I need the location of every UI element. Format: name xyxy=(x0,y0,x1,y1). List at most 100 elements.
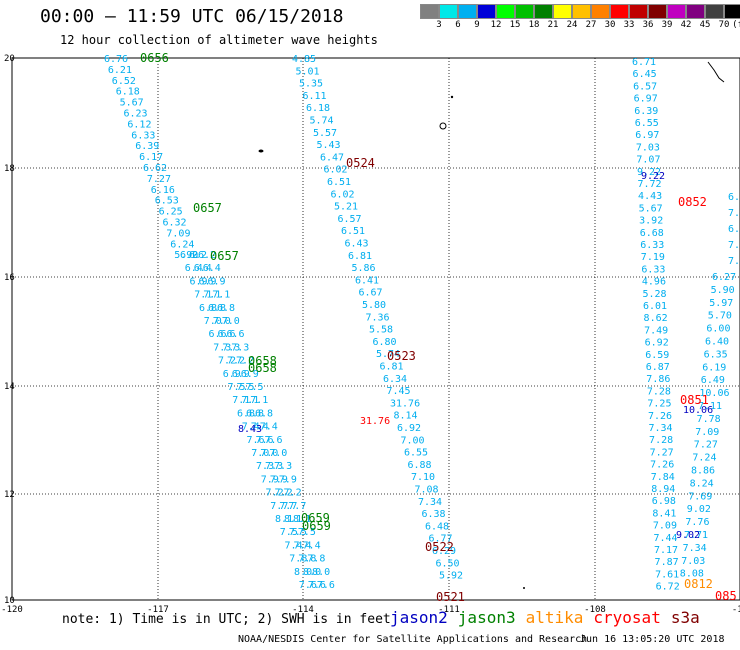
wave-height-value: 7.3 xyxy=(213,342,231,353)
wave-height-value: 7.34 xyxy=(418,497,442,508)
wave-height-value: 6.8 xyxy=(208,303,226,314)
wave-height-value: 7.5 xyxy=(298,527,316,538)
color-swatch xyxy=(629,4,648,19)
wave-height-value: 6.76 xyxy=(104,54,128,65)
wave-height-value: 3.92 xyxy=(639,216,663,227)
wave-height-value: 6.8 xyxy=(255,408,273,419)
color-swatch xyxy=(572,4,591,19)
wave-height-value: 6.9 xyxy=(208,276,226,287)
page-subtitle: 12 hour collection of altimeter wave hei… xyxy=(60,33,378,47)
color-scale-label: 9 xyxy=(474,20,480,30)
island-marker xyxy=(439,122,447,130)
wave-height-value: 7.34 xyxy=(649,423,673,434)
wave-height-value-edge: 7.1 xyxy=(728,256,740,267)
wave-height-value-edge: 6. xyxy=(728,192,740,203)
wave-height-value: 6.8 xyxy=(237,408,255,419)
pass-time-label: 0659 xyxy=(302,519,331,533)
wave-height-value: 7.5 xyxy=(280,527,298,538)
color-scale-label: 45 xyxy=(699,20,711,30)
wave-height-value: 7.2 xyxy=(275,488,293,499)
wave-height-value-edge: 7. xyxy=(728,208,740,219)
wave-height-passes: 6.766.216.526.185.676.236.126.336.396.17… xyxy=(104,54,740,593)
wave-height-value: 6.6 xyxy=(218,329,236,340)
wave-height-value: 5.58 xyxy=(369,325,393,336)
lon-tick-label: -10 xyxy=(732,605,740,615)
wave-height-value: 8.41 xyxy=(652,508,676,519)
wave-height-value: 7.34 xyxy=(683,543,707,554)
wave-height-value: 6.98 xyxy=(652,496,676,507)
lon-tick-label: -114 xyxy=(292,605,314,615)
wave-height-value: 5.74 xyxy=(310,116,334,127)
axis-tick-labels: -120 -117 -114 -111 -108 -10 20 18 16 14 12 10 xyxy=(1,54,740,615)
wave-height-value: 7.1 xyxy=(241,395,259,406)
pass-time-label: 0812 xyxy=(684,577,713,591)
wave-height-value: 8.1 xyxy=(275,514,293,525)
generation-timestamp: Jun 16 13:05:20 UTC 2018 xyxy=(580,634,725,645)
wave-height-value: 6.11 xyxy=(303,91,327,102)
wave-height-value: 5.57 xyxy=(313,128,337,139)
wave-height-value: 7.4 xyxy=(303,540,321,551)
color-scale-label: (ft) xyxy=(732,20,740,30)
wave-height-value: 7.27 xyxy=(650,447,674,458)
wave-height-value: 7.6 xyxy=(308,580,326,591)
wave-height-value: 5.74 xyxy=(376,349,400,360)
map-frame xyxy=(11,57,740,601)
wave-height-value: 6.43 xyxy=(345,239,369,250)
wave-height-value: 6.34 xyxy=(383,374,407,385)
satellite-legend: jason2 jason3 altika cryosat s3a xyxy=(390,608,710,627)
wave-height-value: 6.77 xyxy=(429,534,453,545)
wave-height-value: 4.43 xyxy=(638,191,662,202)
color-swatch xyxy=(439,4,458,19)
wave-height-value: 5.43 xyxy=(317,140,341,151)
wave-height-value: 7.8 xyxy=(289,554,307,565)
wave-height-value: 7.8 xyxy=(307,554,325,565)
wave-height-value: 7.11 xyxy=(698,401,722,412)
wave-height-value: 6.57 xyxy=(338,214,362,225)
wave-height-value: 7.5 xyxy=(228,382,246,393)
wave-height-value: 7.24 xyxy=(692,453,716,464)
island-marker xyxy=(450,95,454,99)
color-scale-label: 39 xyxy=(661,20,673,30)
wave-height-value: 7.0 xyxy=(269,448,287,459)
page-title: 00:00 — 11:59 UTC 06/15/2018 xyxy=(40,6,344,27)
wave-height-value: 6.8 xyxy=(199,303,217,314)
wave-height-value: 6.52 xyxy=(112,76,136,87)
wave-height-value: 7.08 xyxy=(415,485,439,496)
wave-height-value: 7.6 xyxy=(317,580,335,591)
wave-height-value: 6.02 xyxy=(331,189,355,200)
wave-height-value: 7.9 xyxy=(279,474,297,485)
wave-height-value: 6.51 xyxy=(327,177,351,188)
legend-jason2: jason2 xyxy=(390,608,448,627)
wave-height-value: 6.00 xyxy=(706,324,730,335)
wave-height-value: 7.3 xyxy=(231,342,249,353)
wave-height-value: 7.07 xyxy=(636,155,660,166)
color-scale-label: 3 xyxy=(436,20,442,30)
wave-height-value: 7.1 xyxy=(212,290,230,301)
legend-jason3: jason3 xyxy=(457,608,516,627)
wave-height-value: 7.03 xyxy=(681,556,705,567)
color-swatch xyxy=(610,4,629,19)
lat-tick-label: 16 xyxy=(4,273,15,283)
wave-height-value: 7.25 xyxy=(647,399,671,410)
wave-height-value: 5.35 xyxy=(299,79,323,90)
wave-height-value: 6.35 xyxy=(704,349,728,360)
wave-height-value: 8.62 xyxy=(644,313,668,324)
wave-height-value: 6.33 xyxy=(641,264,665,275)
wave-height-value: 7.28 xyxy=(647,386,671,397)
wave-height-value: 7.71 xyxy=(684,530,708,541)
wave-height-value: 6.67 xyxy=(359,288,383,299)
pass-time-label: 0851 xyxy=(680,393,709,407)
color-swatch xyxy=(686,4,705,19)
highlight-value: 31.76 xyxy=(360,416,390,427)
wave-height-value: 6.27 xyxy=(712,272,736,283)
wave-height-value: 6.02 xyxy=(324,165,348,176)
wave-height-value: 7.2 xyxy=(284,488,302,499)
pass-time-label: 0523 xyxy=(387,349,416,363)
wave-height-value: 6.71 xyxy=(632,57,656,68)
wave-height-value: 7.44 xyxy=(653,533,677,544)
map-border xyxy=(11,57,740,601)
wave-height-value: 7.1 xyxy=(194,290,212,301)
wave-height-value: 7.86 xyxy=(646,374,670,385)
wave-height-value: 6.57 xyxy=(633,81,657,92)
